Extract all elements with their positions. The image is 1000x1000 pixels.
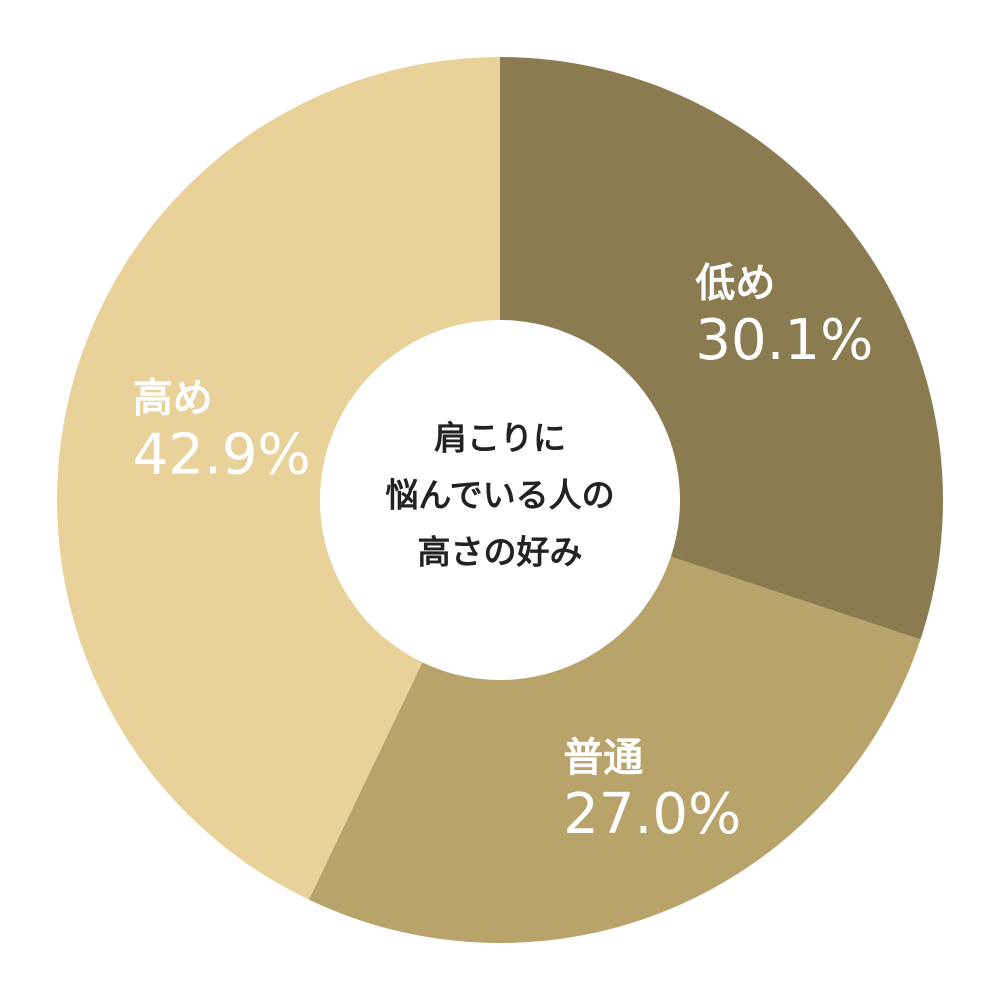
chart-title: 高さの好み [418, 533, 583, 572]
value-label: 42.9% [133, 422, 311, 487]
slice-label: 低め [695, 261, 775, 307]
chart-title: 肩こりに [434, 419, 566, 458]
value-label: 27.0% [563, 782, 741, 847]
slice [56, 57, 500, 900]
slice-label: 高め [133, 375, 213, 421]
donut-hole [320, 320, 680, 680]
chart-title: 悩んでいる人の [385, 476, 614, 515]
value-label: 30.1% [695, 308, 873, 373]
slice-label: 普通 [563, 735, 643, 781]
